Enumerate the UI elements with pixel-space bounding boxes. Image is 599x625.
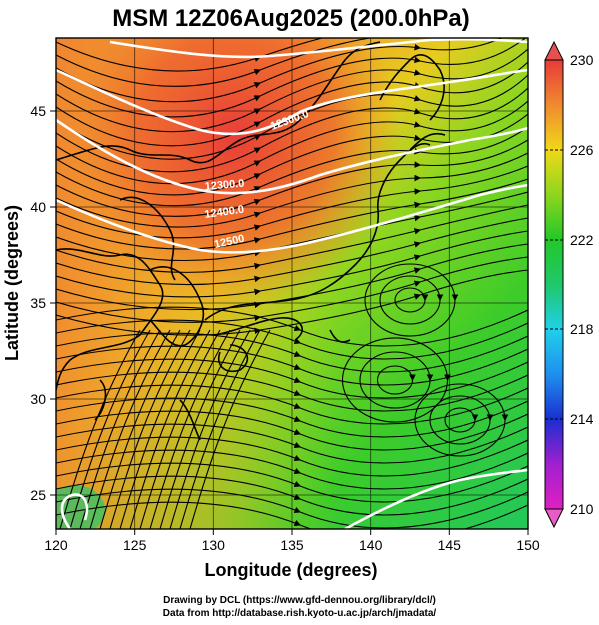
streamline xyxy=(56,423,528,464)
streamline xyxy=(376,365,416,395)
y-tick-labels: 25 30 35 40 45 xyxy=(30,103,46,503)
streamline xyxy=(56,87,528,173)
streamline xyxy=(169,329,251,529)
colorbar-max-arrow xyxy=(544,40,564,61)
x-tick-label: 120 xyxy=(44,537,68,553)
streamline xyxy=(444,407,479,433)
x-axis-label: Longitude (degrees) xyxy=(204,560,377,580)
streamline xyxy=(109,329,191,529)
streamline xyxy=(56,332,528,373)
y-axis-label: Latitude (degrees) xyxy=(2,205,22,361)
x-tick-label: 135 xyxy=(280,537,304,553)
x-tick-label: 145 xyxy=(438,537,462,553)
streamline xyxy=(56,306,528,347)
colorbar-tick-label: 210 xyxy=(570,501,594,517)
streamline xyxy=(139,329,221,529)
streamline xyxy=(56,269,528,336)
y-tick-label: 45 xyxy=(30,103,46,119)
streamline xyxy=(56,410,528,451)
colorbar-tick-label: 226 xyxy=(570,142,594,158)
tick-marks xyxy=(50,110,529,535)
contour-line xyxy=(344,468,528,529)
streamline xyxy=(69,329,151,529)
x-tick-label: 150 xyxy=(516,537,540,553)
colorbar-min-arrow xyxy=(544,508,564,529)
streamline xyxy=(56,61,528,147)
colorbar-tick-label: 230 xyxy=(570,52,594,68)
x-tick-label: 130 xyxy=(202,537,226,553)
streamline xyxy=(149,329,231,529)
streamline xyxy=(56,436,528,477)
streamline xyxy=(56,449,528,490)
colorbar: 230 226 222 218 214 210 xyxy=(544,40,594,529)
contour-line xyxy=(56,68,528,136)
colorbar-tick-label: 222 xyxy=(570,232,594,248)
x-tick-label: 140 xyxy=(359,537,383,553)
contour-label: 12300.0 xyxy=(204,178,245,193)
contour-label: 12400.0 xyxy=(204,204,245,221)
streamline xyxy=(364,263,459,337)
map-title: MSM 12Z06Aug2025 (200.0hPa) xyxy=(112,5,469,32)
wind-streamlines xyxy=(56,38,528,529)
streamline xyxy=(341,337,451,423)
colorbar-scale xyxy=(544,59,564,510)
streamline xyxy=(56,371,528,412)
footer-credit-data: Data from http://database.rish.kyoto-u.a… xyxy=(162,608,437,619)
streamline xyxy=(56,397,528,438)
contour-line xyxy=(109,38,528,59)
streamline xyxy=(56,345,528,386)
x-tick-label: 125 xyxy=(123,537,147,553)
streamline xyxy=(359,351,434,409)
y-tick-label: 40 xyxy=(30,199,46,215)
y-tick-label: 35 xyxy=(30,295,46,311)
streamline xyxy=(56,38,422,72)
x-tick-labels: 120 125 130 135 140 145 150 xyxy=(44,537,540,553)
streamline xyxy=(56,358,528,399)
streamline xyxy=(379,275,444,325)
streamline xyxy=(394,287,429,313)
geopotential-contours xyxy=(56,38,528,529)
footer-credit-drawing: Drawing by DCL (https://www.gfd-dennou.o… xyxy=(163,595,436,606)
streamline xyxy=(56,319,528,360)
streamline xyxy=(56,74,528,160)
streamline xyxy=(56,488,528,529)
streamline xyxy=(159,329,241,529)
streamline xyxy=(56,462,528,503)
colorbar-tick-label: 218 xyxy=(570,321,594,337)
streamline xyxy=(56,501,528,529)
streamline xyxy=(414,383,509,457)
streamline xyxy=(129,329,211,529)
streamline xyxy=(429,395,494,445)
colorbar-tick-label: 214 xyxy=(570,411,594,427)
streamline xyxy=(56,475,528,516)
streamline xyxy=(89,329,171,529)
contour-line xyxy=(56,118,528,195)
contour-line xyxy=(60,493,89,529)
coastlines xyxy=(56,41,446,441)
contour-line xyxy=(56,183,528,254)
colorbar-tick-lines xyxy=(545,149,563,420)
plot-area: 12300.0 12300.0 12400.0 12500 xyxy=(56,38,528,529)
streamline xyxy=(99,329,181,529)
y-tick-label: 30 xyxy=(30,391,46,407)
y-tick-label: 25 xyxy=(30,487,46,503)
streamline xyxy=(56,384,528,425)
